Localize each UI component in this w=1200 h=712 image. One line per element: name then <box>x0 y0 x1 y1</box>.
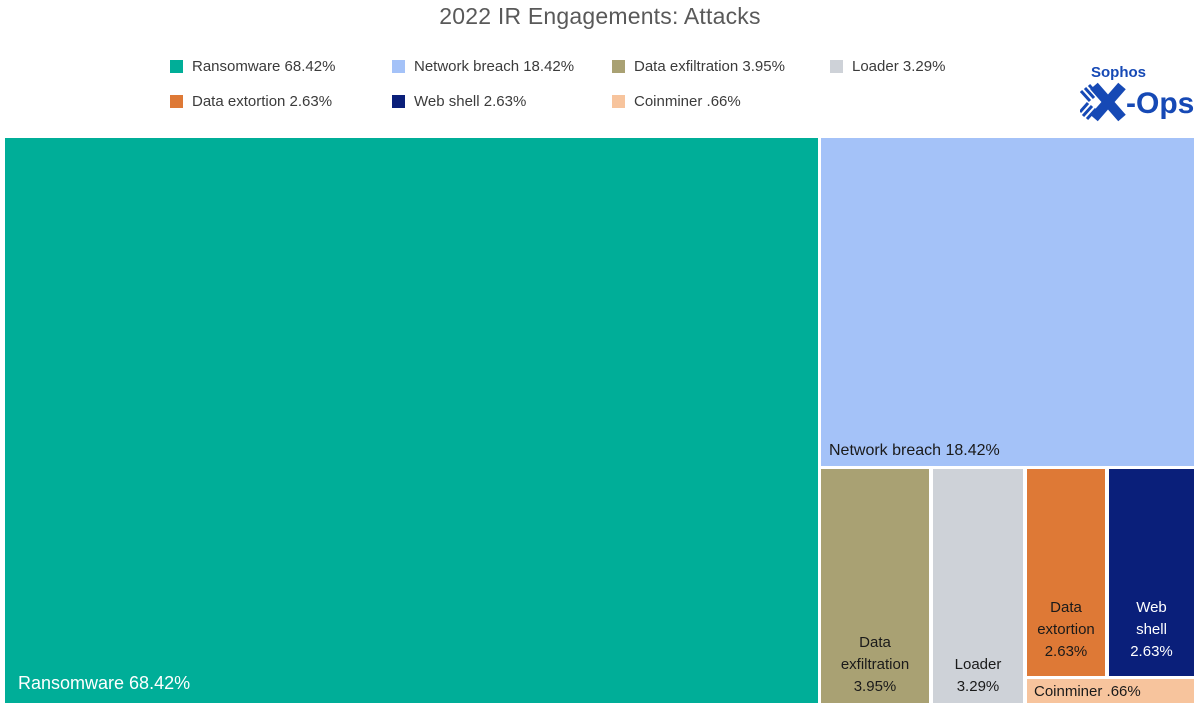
legend-swatch-data-extortion <box>170 95 183 108</box>
legend-label-data-exfiltration: Data exfiltration 3.95% <box>634 58 785 75</box>
label-line: 3.29% <box>956 678 1000 695</box>
chart-title: 2022 IR Engagements: Attacks <box>439 3 761 29</box>
label-line: extortion <box>1037 621 1095 638</box>
treemap-block-ransomware: Ransomware 68.42% <box>5 138 818 703</box>
data-exfiltration-block-label: Data exfiltration 3.95% <box>821 464 929 703</box>
legend-label-ransomware: Ransomware 68.42% <box>192 58 336 75</box>
legend-label-network-breach: Network breach 18.42% <box>414 58 575 75</box>
legend-item-network-breach: Network breach 18.42% <box>392 58 574 75</box>
legend-swatch-ransomware <box>170 60 183 73</box>
legend-label-web-shell: Web shell 2.63% <box>414 93 527 110</box>
label-line: 2.63% <box>1130 643 1173 660</box>
coinminer-block-label: Coinminer .66% <box>1034 682 1141 700</box>
data-extortion-block-label: Data extortion 2.63% <box>1027 456 1105 676</box>
legend-item-loader: Loader 3.29% <box>830 58 945 75</box>
label-line: 3.95% <box>853 678 897 695</box>
legend-swatch-web-shell <box>392 95 405 108</box>
legend-swatch-coinminer <box>612 95 625 108</box>
treemap-block-coinminer: Coinminer .66% <box>1027 679 1194 703</box>
treemap-block-data-extortion: Data extortion 2.63% <box>1027 469 1105 676</box>
legend-swatch-loader <box>830 60 843 73</box>
loader-block-label: Loader 3.29% <box>933 464 1023 703</box>
treemap-block-loader: Loader 3.29% <box>933 469 1023 703</box>
treemap-block-data-exfiltration: Data exfiltration 3.95% <box>821 469 929 703</box>
web-shell-block-label: Web shell 2.63% <box>1109 456 1194 676</box>
ransomware-block-label: Ransomware 68.42% <box>18 673 191 693</box>
x-stripes-lower-icon <box>1078 102 1098 121</box>
treemap: Ransomware 68.42% Network breach 18.42% … <box>5 138 1194 703</box>
legend-item-web-shell: Web shell 2.63% <box>392 93 526 110</box>
label-line: exfiltration <box>840 656 910 673</box>
label-line: Loader <box>954 656 1002 673</box>
sophos-xops-logo: Sophos -Ops <box>1078 62 1198 126</box>
x-glyph-icon <box>1090 82 1126 122</box>
network-breach-block-label: Network breach 18.42% <box>829 442 1000 459</box>
label-line: Data <box>1050 599 1082 616</box>
ops-wordmark: -Ops <box>1126 87 1194 120</box>
sophos-xops-logo-icon: Sophos -Ops <box>1078 64 1194 122</box>
label-line: Data <box>859 634 891 651</box>
legend-item-data-exfiltration: Data exfiltration 3.95% <box>612 58 785 75</box>
legend-item-coinminer: Coinminer .66% <box>612 93 741 110</box>
sophos-wordmark: Sophos <box>1091 64 1146 81</box>
label-line: Web <box>1136 599 1167 616</box>
legend-item-data-extortion: Data extortion 2.63% <box>170 93 332 110</box>
treemap-block-web-shell: Web shell 2.63% <box>1109 469 1194 676</box>
legend-label-data-extortion: Data extortion 2.63% <box>192 93 333 110</box>
legend-swatch-data-exfiltration <box>612 60 625 73</box>
label-line: shell <box>1136 621 1167 638</box>
label-line: 2.63% <box>1044 643 1088 660</box>
legend-swatch-network-breach <box>392 60 405 73</box>
legend-item-ransomware: Ransomware 68.42% <box>170 58 335 75</box>
legend-label-coinminer: Coinminer .66% <box>634 93 741 110</box>
legend-label-loader: Loader 3.29% <box>852 58 946 75</box>
treemap-block-network-breach: Network breach 18.42% <box>821 138 1194 466</box>
